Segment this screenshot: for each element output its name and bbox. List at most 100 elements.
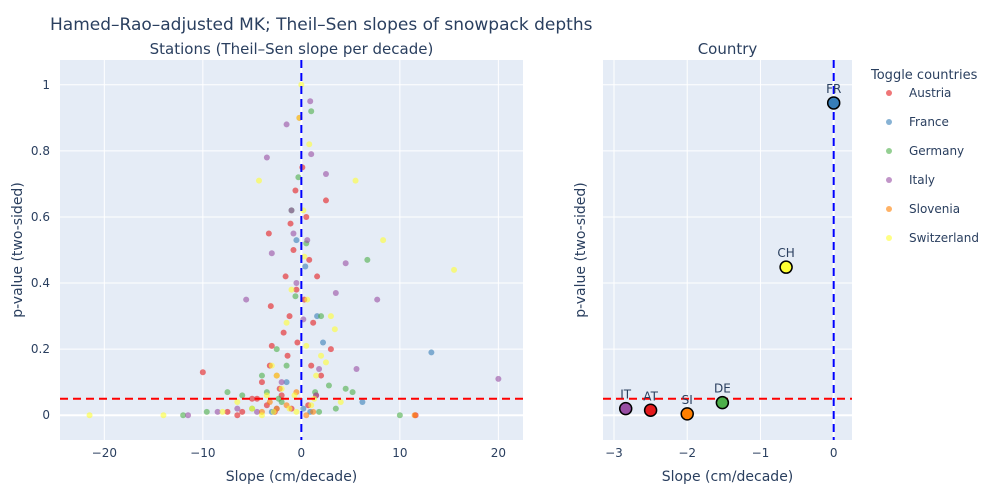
country-x-tick-label: −1 <box>752 446 770 460</box>
legend-label-italy: Italy <box>909 173 935 187</box>
station-point-switzerland <box>86 412 93 419</box>
station-point-austria <box>322 197 329 204</box>
stations-x-tick-label: 20 <box>491 446 506 460</box>
station-point-austria <box>318 372 325 379</box>
station-point-switzerland <box>268 362 275 369</box>
station-point-switzerland <box>258 412 265 419</box>
country-panel: −3 −2 −1 0 Country Slope (cm/decade) p-value (… <box>573 40 852 485</box>
country-point-it <box>618 401 633 416</box>
station-point-switzerland <box>234 399 241 405</box>
station-point-germany <box>224 389 231 396</box>
station-point-austria <box>290 247 297 253</box>
station-point-slovenia <box>266 399 273 405</box>
station-point-switzerland <box>303 342 310 349</box>
country-label-fr: FR <box>826 82 841 96</box>
country-label-it: IT <box>620 388 632 402</box>
station-point-switzerland <box>288 286 295 293</box>
station-point-switzerland <box>451 266 458 273</box>
stations-y-axis-label: p-value (two-sided) <box>10 182 26 318</box>
legend-label-switzerland: Switzerland <box>909 231 979 245</box>
station-point-switzerland <box>301 253 308 260</box>
country-plot-area <box>603 60 852 440</box>
station-point-switzerland <box>263 392 270 399</box>
stations-y-tick-label: 0 <box>42 408 50 422</box>
station-point-italy <box>304 237 311 244</box>
station-point-germany <box>308 108 315 115</box>
stations-y-tick-label: 1 <box>42 78 50 92</box>
legend: Toggle countries Austria France Germany Ital… <box>870 68 979 245</box>
station-point-switzerland <box>331 326 338 333</box>
station-point-italy <box>322 171 329 177</box>
station-point-italy <box>374 296 381 303</box>
country-point-at <box>643 403 658 418</box>
stations-y-tick-label: 0.2 <box>31 342 50 356</box>
station-point-switzerland <box>249 405 256 412</box>
station-point-italy <box>332 289 339 296</box>
station-point-italy <box>243 296 250 303</box>
station-point-austria <box>327 346 334 353</box>
station-point-slovenia <box>303 412 310 419</box>
station-point-france <box>300 405 307 412</box>
station-point-austria <box>303 213 310 220</box>
country-label-si: SI <box>682 393 693 407</box>
station-point-italy <box>234 405 241 412</box>
station-point-austria <box>286 313 293 320</box>
station-point-switzerland <box>293 408 300 415</box>
country-label-at: AT <box>643 389 658 403</box>
station-point-switzerland <box>291 392 298 399</box>
station-point-austria <box>265 230 272 237</box>
station-point-italy <box>342 260 349 267</box>
station-point-austria <box>234 412 241 419</box>
station-point-austria <box>314 273 321 280</box>
station-point-italy <box>263 154 270 161</box>
station-point-italy <box>278 379 285 386</box>
station-point-austria <box>224 408 231 415</box>
station-point-germany <box>318 313 325 320</box>
stations-y-tick-label: 0.8 <box>31 144 50 158</box>
station-point-germany <box>258 372 265 379</box>
station-point-austria <box>267 303 274 310</box>
station-point-switzerland <box>318 352 325 359</box>
station-point-austria <box>258 379 265 386</box>
station-point-switzerland <box>270 408 277 415</box>
station-point-italy <box>495 375 502 382</box>
legend-marker-germany <box>886 148 892 154</box>
station-point-germany <box>349 389 356 396</box>
legend-label-austria: Austria <box>909 86 951 100</box>
station-point-germany <box>273 346 280 353</box>
station-point-austria <box>268 342 275 349</box>
station-point-austria <box>249 395 256 402</box>
station-point-switzerland <box>380 237 387 244</box>
station-point-austria <box>292 187 299 194</box>
station-point-italy <box>316 365 323 372</box>
stations-panel: −20 −10 0 10 20 0 0.2 0.4 0.6 0.8 1 Stations (Theil… <box>10 40 523 485</box>
station-point-switzerland <box>313 372 320 379</box>
station-point-switzerland <box>283 319 290 326</box>
country-x-tick-label: 0 <box>830 446 838 460</box>
station-point-germany <box>364 256 371 263</box>
station-point-italy <box>283 121 290 128</box>
station-point-france <box>320 339 327 346</box>
country-point-fr <box>826 96 841 110</box>
station-point-germany <box>342 385 349 392</box>
station-point-switzerland <box>322 359 329 366</box>
station-point-austria <box>293 286 300 293</box>
station-point-switzerland <box>273 372 280 379</box>
station-point-austria <box>294 339 301 346</box>
station-point-austria <box>308 362 315 369</box>
station-point-austria <box>280 329 287 336</box>
station-point-switzerland <box>286 405 293 412</box>
station-point-switzerland <box>352 177 359 184</box>
station-point-germany <box>396 412 403 419</box>
country-point-de <box>715 395 730 410</box>
station-point-italy <box>290 230 297 237</box>
station-point-switzerland <box>337 399 344 405</box>
station-point-germany <box>292 293 299 300</box>
legend-label-germany: Germany <box>909 144 964 158</box>
station-point-switzerland <box>255 177 262 184</box>
station-point-austria <box>310 319 317 326</box>
country-x-tick-label: −3 <box>605 446 623 460</box>
country-point-ch <box>779 260 793 274</box>
legend-title: Toggle countries <box>870 68 978 83</box>
